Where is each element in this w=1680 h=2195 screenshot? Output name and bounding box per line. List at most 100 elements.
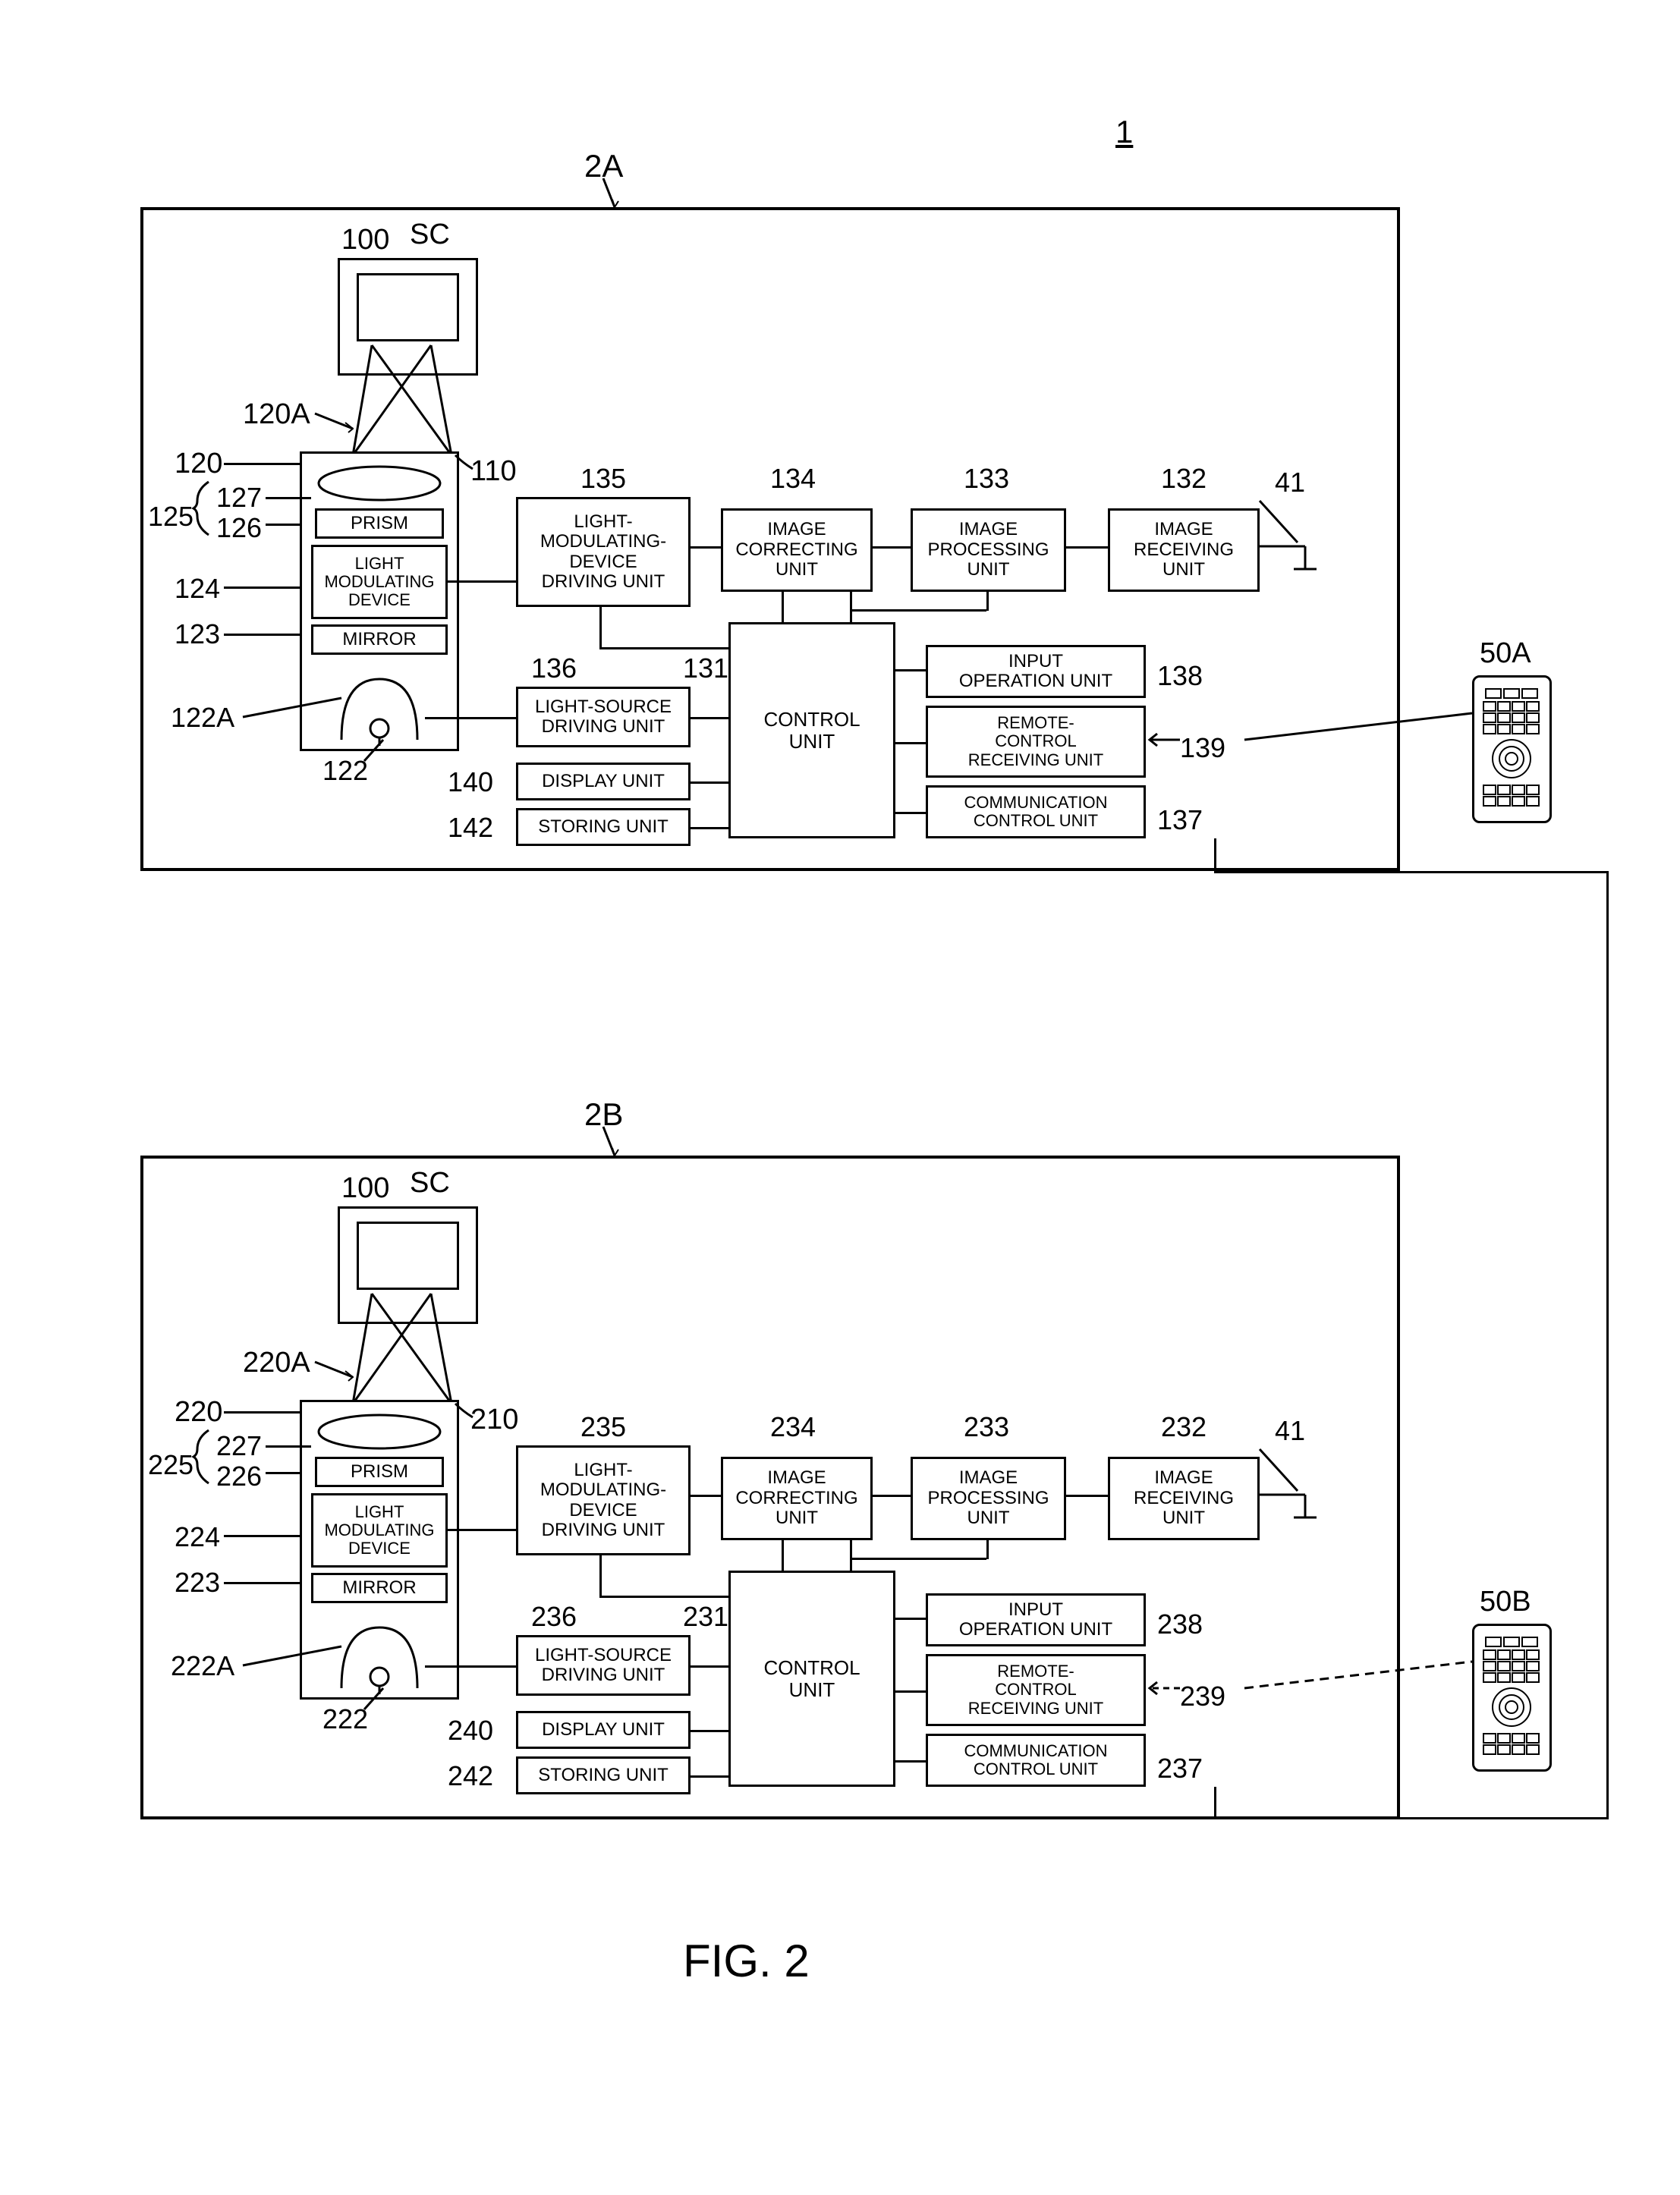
conn-comm-b xyxy=(895,1760,926,1763)
n41-a: 41 xyxy=(1275,467,1305,498)
img-proc-a: IMAGE PROCESSING UNIT xyxy=(911,508,1066,592)
conn-drive-down xyxy=(599,607,602,649)
n123-a: 123 xyxy=(175,618,220,650)
n133-a: 133 xyxy=(964,463,1009,495)
lens-b xyxy=(315,1411,444,1453)
conn-store-b xyxy=(691,1775,728,1778)
leader-120a xyxy=(315,406,360,436)
n232-b: 232 xyxy=(1161,1411,1207,1443)
n127-a: 127 xyxy=(216,482,262,514)
img-recv-a: IMAGE RECEIVING UNIT xyxy=(1108,508,1260,592)
lens-220-b: 220 xyxy=(175,1396,222,1429)
ls-drive-b: LIGHT-SOURCE DRIVING UNIT xyxy=(516,1635,691,1696)
leader-220a xyxy=(315,1354,360,1385)
conn-recv-proc xyxy=(1066,546,1108,549)
lmd-drive-b: LIGHT- MODULATING- DEVICE DRIVING UNIT xyxy=(516,1445,691,1555)
conn-ctrl-proc-v-b xyxy=(986,1540,989,1559)
conn-proc-corr-b xyxy=(873,1495,911,1497)
conn-ctrl-proc-h xyxy=(850,609,986,612)
rc-arrow-a xyxy=(1146,732,1184,755)
remote-ref-b: 50B xyxy=(1480,1586,1531,1618)
brace-225 xyxy=(193,1430,216,1483)
leader-122a xyxy=(243,694,349,740)
input-op-b: INPUT OPERATION UNIT xyxy=(926,1593,1146,1646)
lmd-drive-a: LIGHT- MODULATING- DEVICE DRIVING UNIT xyxy=(516,497,691,607)
rc-recv-b: REMOTE- CONTROL RECEIVING UNIT xyxy=(926,1654,1146,1726)
conn-ls-ctrl-b xyxy=(691,1665,728,1668)
leader-226 xyxy=(266,1472,300,1474)
port-41-b xyxy=(1260,1495,1351,1533)
remote-ref-a: 50A xyxy=(1480,637,1531,670)
n41-b: 41 xyxy=(1275,1415,1305,1447)
system-ref: 1 xyxy=(1115,114,1133,150)
n236-b: 236 xyxy=(531,1601,577,1633)
remote-buttons-b xyxy=(1480,1631,1544,1764)
n226-b: 226 xyxy=(216,1461,262,1492)
img-corr-a: IMAGE CORRECTING UNIT xyxy=(721,508,873,592)
proj-light-b xyxy=(304,1290,516,1411)
n137-a: 137 xyxy=(1157,804,1203,836)
leader-120-line xyxy=(224,463,300,465)
ls-drive-a: LIGHT-SOURCE DRIVING UNIT xyxy=(516,687,691,747)
leader-122 xyxy=(364,740,395,763)
conn-drive-ctrl-v-b xyxy=(728,1571,731,1597)
n238-b: 238 xyxy=(1157,1609,1203,1640)
proj-light-a xyxy=(304,341,516,463)
ctrl-a: CONTROL UNIT xyxy=(728,622,895,838)
n131-a: 131 xyxy=(683,653,728,684)
remote-line-b xyxy=(1244,1654,1480,1700)
remote-a xyxy=(1472,675,1552,823)
conn-store xyxy=(691,827,728,829)
screen-inner-a xyxy=(357,273,459,341)
n142-a: 142 xyxy=(448,812,493,844)
n132-a: 132 xyxy=(1161,463,1207,495)
remote-buttons-a xyxy=(1480,683,1544,816)
n139-a: 139 xyxy=(1180,732,1225,764)
n222a-b: 222A xyxy=(171,1650,234,1682)
n138-a: 138 xyxy=(1157,660,1203,692)
leader-223 xyxy=(224,1582,300,1584)
remote-line-a xyxy=(1244,706,1480,751)
conn-disp xyxy=(691,781,728,784)
disp-a: DISPLAY UNIT xyxy=(516,763,691,800)
conn-lmd-drive-b xyxy=(448,1529,516,1531)
lmd-a: LIGHT MODULATING DEVICE xyxy=(311,545,448,619)
leader-224 xyxy=(224,1535,300,1537)
screen-ref-a: 100 xyxy=(341,224,389,256)
conn-comm xyxy=(895,812,926,814)
conn-recv-proc-b xyxy=(1066,1495,1108,1497)
img-proc-b: IMAGE PROCESSING UNIT xyxy=(911,1457,1066,1540)
conn-ctrl-up2 xyxy=(850,592,852,622)
conn-rc-b xyxy=(895,1690,926,1693)
conn-ls-lamp xyxy=(425,717,516,719)
leader-124 xyxy=(224,586,300,589)
rc-arrow-b xyxy=(1146,1681,1184,1703)
leader-227 xyxy=(266,1445,311,1448)
comm-b: COMMUNICATION CONTROL UNIT xyxy=(926,1734,1146,1787)
page: 1 2A 100 SC 120A 120 110 125 127 126 PRI… xyxy=(15,15,1680,2180)
conn-proc-corr xyxy=(873,546,911,549)
lens-a xyxy=(315,463,444,505)
leader-222 xyxy=(364,1688,395,1711)
mirror-b: MIRROR xyxy=(311,1573,448,1603)
conn-input-b xyxy=(895,1618,926,1620)
rc-recv-a: REMOTE- CONTROL RECEIVING UNIT xyxy=(926,706,1146,778)
store-a: STORING UNIT xyxy=(516,808,691,846)
conn-ls-lamp-b xyxy=(425,1665,516,1668)
inter-v1 xyxy=(1214,838,1216,873)
n231-b: 231 xyxy=(683,1601,728,1633)
conn-ls-ctrl xyxy=(691,717,728,719)
conn-ctrl-up2-b xyxy=(850,1540,852,1571)
img-corr-b: IMAGE CORRECTING UNIT xyxy=(721,1457,873,1540)
n222-b: 222 xyxy=(322,1703,368,1735)
conn-corr-drive xyxy=(691,546,721,549)
screen-inner-b xyxy=(357,1222,459,1290)
proj-light-ref-b: 220A xyxy=(243,1347,310,1379)
conn-lmd-drive xyxy=(448,580,516,583)
conn-ctrl-proc-h-b xyxy=(850,1558,986,1560)
n140-a: 140 xyxy=(448,766,493,798)
leader-222a xyxy=(243,1643,349,1688)
leader-126 xyxy=(266,524,300,526)
screen-sc-b: SC xyxy=(410,1167,450,1200)
lmd-b: LIGHT MODULATING DEVICE xyxy=(311,1493,448,1568)
